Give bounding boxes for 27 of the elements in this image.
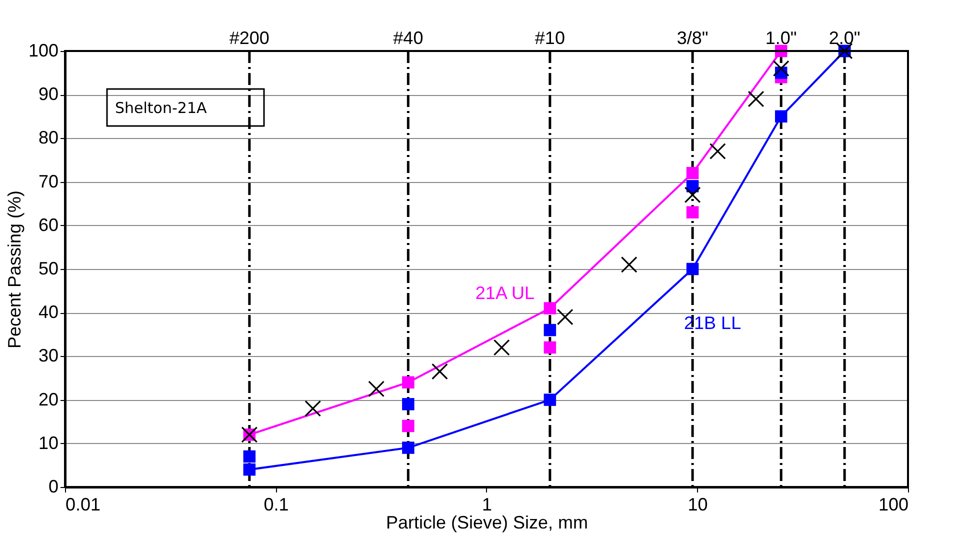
x-axis-title: Particle (Sieve) Size, mm — [386, 512, 588, 532]
annotation: Shelton-21A — [115, 99, 208, 117]
annotation: 3/8" — [676, 28, 708, 48]
y-tick-label: 100 — [28, 40, 58, 60]
x-tick-label: 0.01 — [66, 494, 101, 514]
annotation: #200 — [229, 28, 270, 48]
x-tick-label: 10 — [688, 494, 708, 514]
y-tick-label: 20 — [38, 389, 58, 410]
y-tick-label: 30 — [38, 346, 58, 366]
x-tick-label: 0.1 — [264, 494, 289, 514]
x-tick-label: 1 — [482, 494, 492, 514]
y-tick-label: 10 — [38, 432, 58, 453]
annotation: #10 — [534, 28, 565, 48]
annotation: 2.0" — [828, 28, 860, 48]
y-tick-label: 0 — [48, 476, 58, 496]
annotation: 1.0" — [765, 28, 797, 48]
y-tick-label: 70 — [38, 171, 58, 192]
annotation: #40 — [393, 28, 424, 48]
y-tick-label: 90 — [38, 84, 58, 104]
y-tick-label: 40 — [38, 302, 58, 322]
series-label: 21B LL — [684, 313, 742, 333]
y-tick-label: 50 — [38, 258, 58, 278]
series-label: 21A UL — [475, 283, 534, 304]
y-axis-title: Pecent Passing (%) — [4, 190, 24, 349]
x-tick-label: 100 — [878, 494, 908, 514]
y-tick-label: 60 — [38, 214, 58, 235]
y-tick-label: 80 — [38, 128, 58, 148]
